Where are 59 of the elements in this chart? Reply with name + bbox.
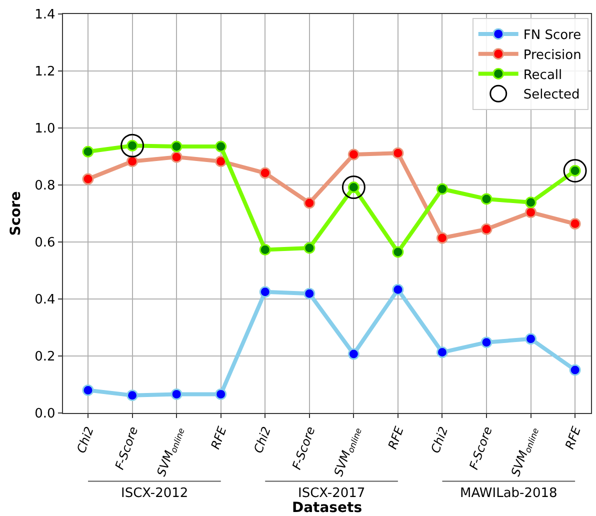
x-tick-label: Chi2 [74, 424, 96, 455]
y-tick-label: 0.6 [34, 236, 56, 251]
text: ISCX-2017 [298, 486, 366, 501]
point [480, 223, 492, 235]
point [525, 333, 537, 345]
point [480, 193, 492, 205]
y-axis-title: Score [8, 191, 24, 236]
y-tick-label: 0.8 [34, 178, 56, 194]
x-axis-title: Datasets [292, 500, 362, 516]
point [170, 140, 182, 152]
point [170, 388, 182, 400]
y-tick-label: 0.4 [34, 292, 56, 308]
point [436, 232, 448, 244]
point [82, 173, 94, 185]
y-tick-label: 1.4 [34, 8, 56, 23]
point [348, 148, 360, 160]
point [392, 246, 404, 258]
point [215, 156, 227, 168]
point [480, 336, 492, 348]
point [525, 206, 537, 218]
point [170, 151, 182, 163]
point [259, 167, 271, 179]
legend-label: FN Score [523, 28, 582, 44]
point [392, 147, 404, 159]
point [215, 140, 227, 152]
legend-label: Precision [523, 48, 582, 63]
y-tick-label: 0.0 [34, 406, 56, 422]
point [82, 146, 94, 158]
point [563, 159, 587, 182]
point [392, 284, 404, 296]
x-tick-label: Chi2 [251, 424, 274, 455]
y-tick-label: 1.0 [34, 122, 56, 137]
point [215, 388, 227, 400]
x-tick-label: Chi2 [428, 424, 451, 455]
point [126, 390, 138, 402]
point [126, 156, 138, 168]
point [569, 218, 581, 230]
point [569, 364, 581, 376]
point [259, 286, 271, 298]
point [304, 242, 316, 254]
point [304, 197, 316, 209]
point [342, 176, 366, 200]
point [304, 288, 316, 300]
point [82, 384, 94, 396]
x-tick-label: RFE [562, 424, 584, 452]
text: MAWILab-2018 [460, 486, 558, 501]
point [259, 244, 271, 256]
point [436, 346, 448, 358]
x-tick-label: RFE [208, 424, 230, 452]
point [436, 183, 448, 195]
x-tick-label: RFE [385, 424, 407, 452]
text: ISCX-2012 [121, 486, 188, 501]
point [525, 196, 537, 208]
legend-label: Recall [523, 68, 562, 83]
legend-label: Selected [523, 88, 580, 103]
point [120, 134, 144, 158]
point [348, 348, 360, 360]
y-tick-label: 0.2 [34, 350, 56, 365]
y-tick-label: 1.2 [34, 64, 56, 80]
